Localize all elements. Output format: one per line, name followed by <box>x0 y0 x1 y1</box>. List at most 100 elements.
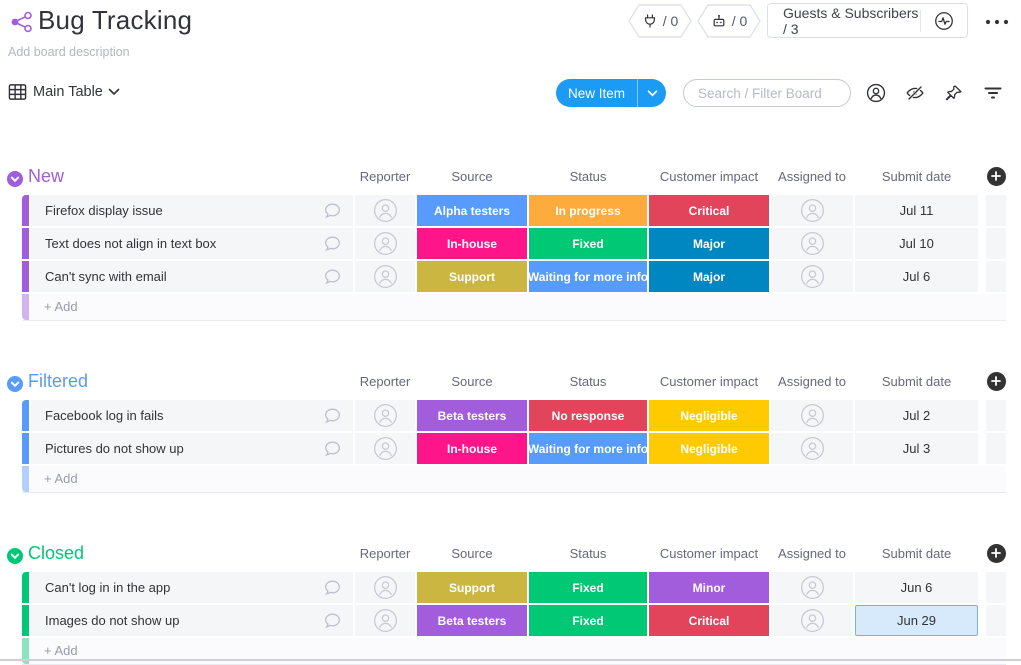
column-header-status[interactable]: Status <box>569 168 607 184</box>
status-label[interactable]: No response <box>529 400 647 431</box>
group-title[interactable]: New <box>28 165 65 186</box>
reporter-cell[interactable] <box>355 228 415 259</box>
column-header-source[interactable]: Source <box>451 168 493 184</box>
pin-icon[interactable] <box>942 82 964 104</box>
column-header-source[interactable]: Source <box>451 373 493 389</box>
item-name[interactable]: Images do not show up <box>45 613 180 628</box>
column-header-submit-date[interactable]: Submit date <box>881 168 952 184</box>
source-label[interactable]: Alpha testers <box>417 195 527 226</box>
source-label[interactable]: In-house <box>417 228 527 259</box>
customer-impact-label[interactable]: Negligible <box>649 433 769 464</box>
reporter-cell[interactable] <box>355 195 415 226</box>
chat-bubble-icon[interactable] <box>322 610 343 631</box>
submit-date-cell[interactable]: Jul 6 <box>855 261 978 292</box>
add-column-button[interactable] <box>986 166 1006 186</box>
new-item-dropdown[interactable] <box>637 79 666 107</box>
hide-columns-eye-off-icon[interactable] <box>904 82 926 104</box>
item-name[interactable]: Can't log in in the app <box>45 580 171 595</box>
item-name[interactable]: Firefox display issue <box>45 203 163 218</box>
submit-date-cell[interactable]: Jul 3 <box>855 433 978 464</box>
person-filter-icon[interactable] <box>865 82 887 104</box>
status-label[interactable]: Waiting for more info <box>529 261 647 292</box>
chat-bubble-icon[interactable] <box>322 405 343 426</box>
search-input[interactable] <box>683 79 851 107</box>
item-name-cell[interactable]: Can't log in in the app <box>31 572 353 603</box>
column-header-submit-date[interactable]: Submit date <box>881 373 952 389</box>
item-name-cell[interactable]: Can't sync with email <box>31 261 353 292</box>
item-name[interactable]: Can't sync with email <box>45 269 167 284</box>
reporter-cell[interactable] <box>355 261 415 292</box>
column-header-customer-impact[interactable]: Customer impact <box>659 545 759 561</box>
guests-subscribers-button[interactable]: Guests & Subscribers / 3 <box>767 3 968 38</box>
source-label[interactable]: Support <box>417 572 527 603</box>
submit-date-cell[interactable]: Jun 6 <box>855 572 978 603</box>
assigned-to-cell[interactable] <box>771 605 853 636</box>
chat-bubble-icon[interactable] <box>322 200 343 221</box>
source-label[interactable]: Support <box>417 261 527 292</box>
add-column-button[interactable] <box>986 371 1006 391</box>
assigned-to-cell[interactable] <box>771 261 853 292</box>
reporter-cell[interactable] <box>355 433 415 464</box>
group-collapse-icon[interactable] <box>7 547 23 564</box>
assigned-to-cell[interactable] <box>771 228 853 259</box>
item-name[interactable]: Pictures do not show up <box>45 441 184 456</box>
column-header-source[interactable]: Source <box>451 545 493 561</box>
new-item-label[interactable]: New Item <box>567 85 625 101</box>
column-header-status[interactable]: Status <box>569 373 607 389</box>
add-item-row[interactable]: + Add <box>22 294 1006 321</box>
group-title[interactable]: Filtered <box>28 370 89 391</box>
chat-bubble-icon[interactable] <box>322 266 343 287</box>
activity-icon[interactable] <box>921 10 967 32</box>
customer-impact-label[interactable]: Critical <box>649 195 769 226</box>
chat-bubble-icon[interactable] <box>322 438 343 459</box>
column-header-reporter[interactable]: Reporter <box>359 373 411 389</box>
item-name-cell[interactable]: Pictures do not show up <box>31 433 353 464</box>
assigned-to-cell[interactable] <box>771 400 853 431</box>
item-name[interactable]: Text does not align in text box <box>45 236 217 251</box>
group-collapse-icon[interactable] <box>7 375 23 392</box>
column-header-assigned-to[interactable]: Assigned to <box>778 168 846 184</box>
group-collapse-icon[interactable] <box>7 170 23 187</box>
chat-bubble-icon[interactable] <box>322 233 343 254</box>
source-label[interactable]: In-house <box>417 433 527 464</box>
customer-impact-label[interactable]: Minor <box>649 572 769 603</box>
source-label[interactable]: Beta testers <box>417 400 527 431</box>
item-name-cell[interactable]: Facebook log in fails <box>31 400 353 431</box>
item-name-cell[interactable]: Text does not align in text box <box>31 228 353 259</box>
add-item-row[interactable]: + Add <box>22 466 1006 493</box>
status-label[interactable]: In progress <box>529 195 647 226</box>
column-header-reporter[interactable]: Reporter <box>359 168 411 184</box>
automations-badge[interactable]: / 0 <box>697 4 761 38</box>
view-selector[interactable]: Main Table <box>33 84 103 100</box>
group-title[interactable]: Closed <box>28 542 85 563</box>
reporter-cell[interactable] <box>355 400 415 431</box>
reporter-cell[interactable] <box>355 572 415 603</box>
column-header-customer-impact[interactable]: Customer impact <box>659 373 759 389</box>
board-description[interactable]: Add board description <box>8 45 130 59</box>
submit-date-cell[interactable]: Jul 11 <box>855 195 978 226</box>
submit-date-cell[interactable]: Jun 29 <box>855 605 978 636</box>
board-menu-ellipsis-icon[interactable] <box>984 12 1010 32</box>
source-label[interactable]: Beta testers <box>417 605 527 636</box>
column-header-submit-date[interactable]: Submit date <box>881 545 952 561</box>
reporter-cell[interactable] <box>355 605 415 636</box>
integrations-badge[interactable]: / 0 <box>628 4 692 38</box>
item-name-cell[interactable]: Firefox display issue <box>31 195 353 226</box>
status-label[interactable]: Fixed <box>529 572 647 603</box>
column-header-customer-impact[interactable]: Customer impact <box>659 168 759 184</box>
filter-icon[interactable] <box>982 82 1004 104</box>
assigned-to-cell[interactable] <box>771 572 853 603</box>
assigned-to-cell[interactable] <box>771 433 853 464</box>
assigned-to-cell[interactable] <box>771 195 853 226</box>
add-column-button[interactable] <box>986 543 1006 563</box>
item-name-cell[interactable]: Images do not show up <box>31 605 353 636</box>
new-item-button[interactable]: New Item <box>556 79 666 107</box>
column-header-status[interactable]: Status <box>569 545 607 561</box>
customer-impact-label[interactable]: Negligible <box>649 400 769 431</box>
customer-impact-label[interactable]: Critical <box>649 605 769 636</box>
chevron-down-icon[interactable] <box>108 88 120 96</box>
customer-impact-label[interactable]: Major <box>649 228 769 259</box>
status-label[interactable]: Fixed <box>529 228 647 259</box>
item-name[interactable]: Facebook log in fails <box>45 408 164 423</box>
chat-bubble-icon[interactable] <box>322 577 343 598</box>
